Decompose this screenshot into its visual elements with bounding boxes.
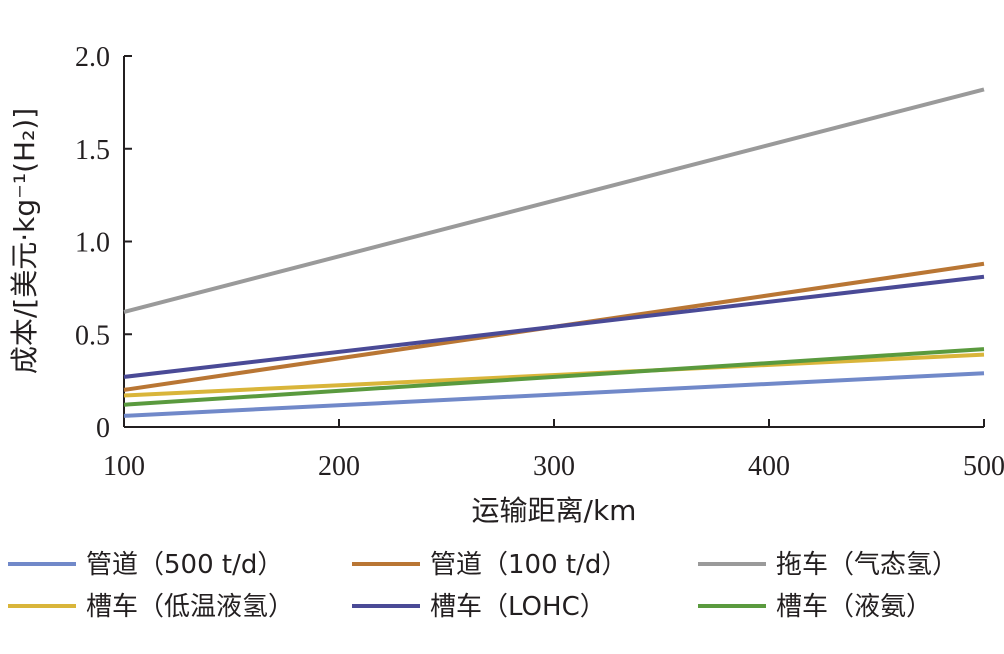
series-line-3 <box>123 87 985 314</box>
legend-label: 管道（500 t/d） <box>86 550 283 580</box>
legend-item: 槽车（液氨） <box>698 592 932 622</box>
x-tick-label: 400 <box>748 451 790 482</box>
series-line-5 <box>123 274 985 379</box>
series-line-6 <box>123 347 985 407</box>
y-tick-label: 2.0 <box>75 42 110 73</box>
legend-item: 管道（100 t/d） <box>352 550 627 580</box>
legend-item: 槽车（LOHC） <box>352 592 606 622</box>
y-tick-label: 1.5 <box>75 135 110 166</box>
ticks <box>123 55 985 428</box>
y-tick-label: 1.0 <box>75 228 110 259</box>
x-tick-label: 200 <box>318 451 360 482</box>
legend-label: 槽车（液氨） <box>776 592 932 622</box>
x-axis-title: 运输距离/km <box>472 494 637 527</box>
series-line-1 <box>123 371 985 418</box>
legend-item: 槽车（低温液氢） <box>8 592 294 622</box>
x-tick-label: 100 <box>103 451 145 482</box>
x-tick-label: 300 <box>533 451 575 482</box>
series-lines <box>123 87 985 418</box>
y-tick-label: 0 <box>96 413 110 444</box>
legend: 管道（500 t/d） 管道（100 t/d） 拖车（气态氢） 槽车（低温液氢） 槽车（… <box>8 550 958 622</box>
y-tick-label: 0.5 <box>75 320 110 351</box>
legend-item: 管道（500 t/d） <box>8 550 283 580</box>
legend-label: 管道（100 t/d） <box>430 550 627 580</box>
legend-label: 拖车（气态氢） <box>776 550 958 580</box>
legend-item: 拖车（气态氢） <box>698 550 958 580</box>
legend-label: 槽车（低温液氢） <box>86 592 294 622</box>
legend-label: 槽车（LOHC） <box>430 592 606 622</box>
x-tick-label: 500 <box>963 451 1004 482</box>
tick-labels: 0 0.5 1.0 1.5 2.0 100 200 300 400 500 <box>75 42 1004 482</box>
y-axis-title: 成本/[美元·kg⁻¹(H₂)] <box>8 108 41 374</box>
